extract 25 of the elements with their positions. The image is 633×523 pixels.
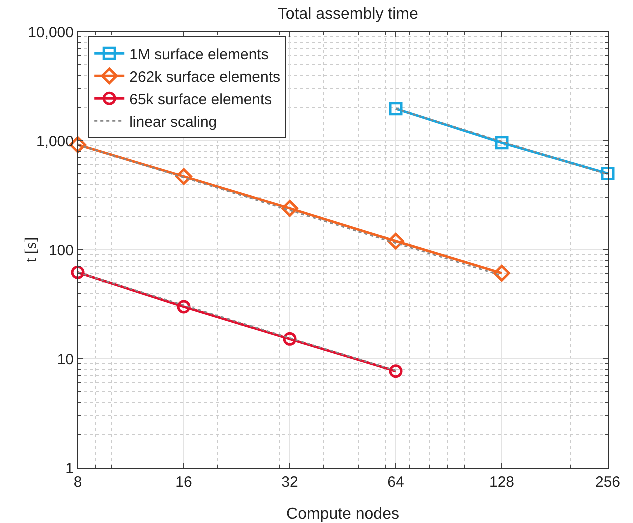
legend-label: 65k surface elements <box>130 91 272 108</box>
y-tick-label: 1,000 <box>36 133 74 150</box>
legend-label: linear scaling <box>130 114 218 131</box>
point <box>177 300 191 314</box>
x-axis-title: Compute nodes <box>286 506 400 523</box>
y-tick-label: 10,000 <box>28 24 74 42</box>
point <box>388 232 404 250</box>
x-tick-label: 256 <box>595 474 621 491</box>
point <box>494 265 510 282</box>
x-tick-label: 16 <box>176 474 192 491</box>
x-tick-label: 64 <box>388 474 404 491</box>
y-tick-label: 100 <box>48 242 74 260</box>
legend-label: 1M surface elements <box>130 46 269 64</box>
y-tick-label: 1 <box>66 460 74 478</box>
point <box>71 266 85 280</box>
point <box>389 364 403 378</box>
y-axis-title: t [s] <box>23 237 40 263</box>
x-tick-label: 32 <box>282 474 298 491</box>
chart-title: Total assembly time <box>278 6 418 24</box>
x-tick-label: 8 <box>74 474 82 491</box>
point <box>283 332 297 346</box>
x-tick-label: 128 <box>489 474 515 491</box>
y-tick-label: 10 <box>57 351 74 368</box>
point <box>282 200 298 217</box>
legend-label: 262k surface elements <box>130 68 281 86</box>
